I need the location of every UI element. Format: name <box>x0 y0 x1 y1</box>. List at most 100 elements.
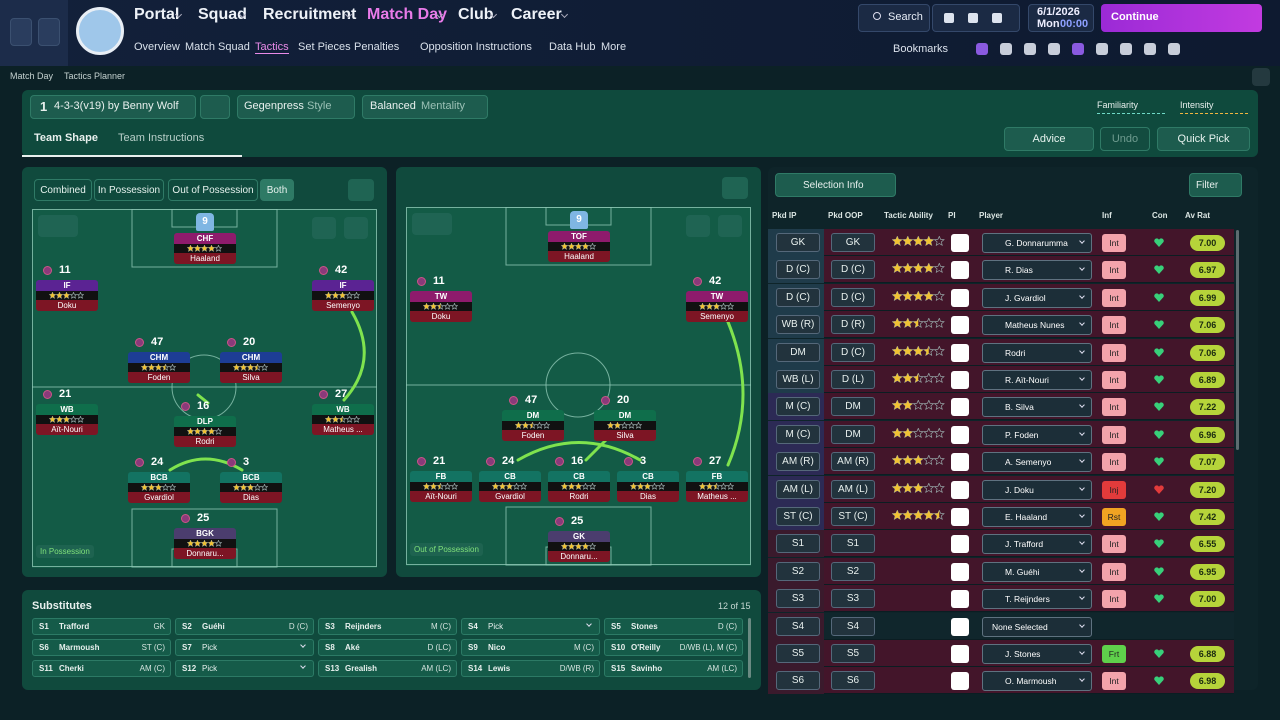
selection-button[interactable] <box>775 173 896 197</box>
bookmarks[interactable]: Bookmarks <box>893 43 949 55</box>
bookmark-icon[interactable] <box>1048 43 1060 55</box>
picked-ip[interactable]: S2 <box>776 561 820 581</box>
picked-ip[interactable]: M (C) <box>776 397 820 417</box>
picked-oop[interactable]: DM <box>831 397 875 417</box>
pi-button[interactable] <box>951 672 969 691</box>
name-bar[interactable]: Silva <box>220 372 282 383</box>
main-tab[interactable]: Recruitment <box>263 6 357 23</box>
main-tab[interactable]: Portal <box>134 6 180 23</box>
picked-oop[interactable]: D (C) <box>831 342 875 362</box>
stars-bar[interactable] <box>312 415 374 424</box>
role-bar[interactable]: BGK <box>174 528 236 539</box>
style-select[interactable] <box>237 95 355 119</box>
pitch-tool[interactable] <box>344 217 368 239</box>
column-header[interactable]: Inf <box>1102 211 1112 220</box>
sub-slot[interactable] <box>604 660 743 677</box>
picked-oop[interactable]: S3 <box>831 589 875 609</box>
pi-button[interactable] <box>951 453 969 472</box>
column-header[interactable]: PI <box>948 211 956 220</box>
bookmark-icon[interactable] <box>1000 43 1012 55</box>
influence-badge[interactable]: Int <box>1102 234 1126 252</box>
sub-slot[interactable] <box>318 639 457 656</box>
role-bar[interactable]: GK <box>548 531 610 542</box>
sub-slot[interactable] <box>175 660 314 677</box>
picked-ip[interactable]: S1 <box>776 534 820 554</box>
picked-oop[interactable]: GK <box>831 233 875 252</box>
view-toggle[interactable] <box>38 215 78 237</box>
influence-badge[interactable]: Int <box>1102 398 1126 417</box>
sub-tab[interactable]: Tactics <box>255 41 289 54</box>
sub-tab[interactable]: Opposition Instructions <box>420 41 532 53</box>
picked-oop[interactable]: S5 <box>831 644 875 663</box>
phase-button[interactable]: Out of Possession <box>168 179 258 201</box>
influence-badge[interactable]: Int <box>1102 261 1126 280</box>
add-tactic[interactable] <box>200 95 230 119</box>
toolbar-icon[interactable] <box>992 13 1002 23</box>
pi-button[interactable] <box>951 261 969 280</box>
quick-pick-button[interactable]: Quick Pick <box>1157 127 1250 151</box>
player-select[interactable] <box>982 452 1092 473</box>
role-bar[interactable]: CB <box>617 471 679 482</box>
player-select[interactable] <box>982 233 1092 253</box>
sub-slot[interactable] <box>32 660 171 677</box>
column-header[interactable]: Tactic Ability <box>884 211 933 220</box>
name-bar[interactable]: Silva <box>594 430 656 441</box>
column-header[interactable]: Con <box>1152 211 1168 220</box>
pi-button[interactable] <box>951 480 969 499</box>
back-button[interactable] <box>10 18 32 46</box>
picked-ip[interactable]: WB (L) <box>776 370 820 389</box>
name-bar[interactable]: Matheus ... <box>312 424 374 435</box>
picked-oop[interactable]: D (R) <box>831 315 875 335</box>
player-select[interactable] <box>982 342 1092 363</box>
picked-oop[interactable]: S6 <box>831 671 875 691</box>
role-bar[interactable]: TOF <box>548 231 610 242</box>
influence-badge[interactable]: Inj <box>1102 480 1126 499</box>
sub-slot[interactable] <box>175 618 314 635</box>
role-bar[interactable]: DLP <box>174 416 236 427</box>
pi-button[interactable] <box>951 562 969 581</box>
sub-slot[interactable] <box>318 618 457 635</box>
phase-button[interactable]: Combined <box>34 179 92 201</box>
picked-oop[interactable]: ST (C) <box>831 507 875 526</box>
role-bar[interactable]: FB <box>686 471 748 482</box>
name-bar[interactable]: Rodri <box>548 491 610 502</box>
sub-slot[interactable] <box>32 639 171 656</box>
player-select[interactable] <box>982 644 1092 664</box>
sub-slot[interactable] <box>318 660 457 677</box>
pi-button[interactable] <box>951 234 969 252</box>
stars-bar[interactable] <box>410 482 472 491</box>
picked-ip[interactable]: D (C) <box>776 287 820 307</box>
search-box[interactable] <box>858 4 930 32</box>
player-select[interactable] <box>982 287 1092 308</box>
tactic-select[interactable] <box>30 95 196 119</box>
main-tab[interactable]: Squad <box>198 6 247 23</box>
influence-badge[interactable]: Int <box>1102 316 1126 335</box>
role-bar[interactable]: IF <box>36 280 98 291</box>
influence-badge[interactable]: Int <box>1102 425 1126 444</box>
role-bar[interactable]: CHM <box>220 352 282 363</box>
breadcrumb[interactable]: Match Day <box>10 71 54 81</box>
player-select[interactable] <box>982 370 1092 390</box>
column-header[interactable]: Av Rat <box>1185 211 1211 220</box>
familiarity[interactable]: Familiarity <box>1097 100 1165 114</box>
toolbar-icon[interactable] <box>968 13 978 23</box>
influence-badge[interactable]: Int <box>1102 672 1126 691</box>
filter-button[interactable] <box>1189 173 1242 197</box>
name-bar[interactable]: Doku <box>36 300 98 311</box>
player-select[interactable] <box>982 507 1092 527</box>
name-bar[interactable]: Aït-Nouri <box>36 424 98 435</box>
pi-button[interactable] <box>951 645 969 663</box>
sub-tab[interactable]: Overview <box>134 41 180 53</box>
pi-button[interactable] <box>951 508 969 526</box>
picked-oop[interactable]: D (C) <box>831 287 875 307</box>
role-bar[interactable]: BCB <box>128 472 190 483</box>
forward-button[interactable] <box>38 18 60 46</box>
sub-tab[interactable]: Set Pieces <box>298 41 351 53</box>
close-button[interactable] <box>1252 68 1270 86</box>
continue-label[interactable]: Continue <box>1111 11 1159 23</box>
name-bar[interactable]: Foden <box>128 372 190 383</box>
name-bar[interactable]: Semenyo <box>312 300 374 311</box>
main-tab[interactable]: Club <box>458 6 494 23</box>
advice-button[interactable]: Advice <box>1004 127 1094 151</box>
influence-badge[interactable]: Int <box>1102 288 1126 307</box>
